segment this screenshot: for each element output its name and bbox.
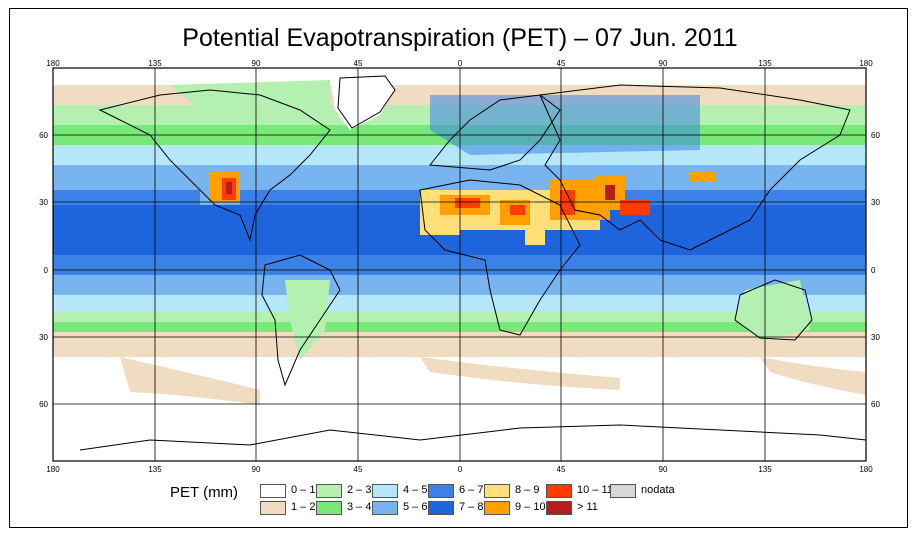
hotspot-sw-usa [200, 165, 240, 205]
lon-tick-label: 0 [458, 465, 463, 474]
lon-tick-label: 180 [859, 465, 873, 474]
legend-swatch [610, 484, 636, 498]
lon-tick-label: 135 [148, 59, 162, 68]
legend-swatch [316, 484, 342, 498]
lat-tick-label: 30 [871, 198, 880, 207]
legend-swatch [260, 484, 286, 498]
lon-tick-label: 180 [859, 59, 873, 68]
lon-tick-label: 90 [659, 59, 668, 68]
lat-tick-label: 60 [39, 400, 48, 409]
legend-item-label: 3 – 4 [347, 501, 372, 513]
legend-swatch [484, 484, 510, 498]
legend-swatch [428, 484, 454, 498]
legend-item-label: 0 – 1 [291, 484, 316, 496]
lat-tick-label: 0 [871, 266, 876, 275]
legend-swatch [316, 501, 342, 515]
lat-ticks-right: 60 30 0 30 60 [871, 131, 880, 409]
lon-tick-label: 45 [557, 59, 566, 68]
lon-tick-label: 90 [252, 465, 261, 474]
legend-item-label: 8 – 9 [515, 484, 540, 496]
lon-tick-label: 45 [557, 465, 566, 474]
figure-frame [9, 8, 908, 528]
lon-tick-label: 180 [46, 465, 60, 474]
lon-ticks-bottom: 180 135 90 45 0 45 90 135 180 [46, 465, 873, 474]
lat-tick-label: 0 [44, 266, 49, 275]
legend-item-label: 9 – 10 [515, 501, 546, 513]
lat-ticks-left: 60 30 0 30 60 [39, 131, 48, 409]
legend-swatch [428, 501, 454, 515]
hotspot-sahara [420, 172, 715, 245]
lon-tick-label: 90 [659, 465, 668, 474]
legend-item-label: 10 – 11 [577, 484, 613, 496]
map-border [52, 67, 867, 462]
lon-tick-label: 0 [458, 59, 463, 68]
legend-item-label: nodata [641, 484, 675, 496]
lon-ticks-top: 180 135 90 45 0 45 90 135 180 [46, 59, 873, 68]
lon-tick-label: 45 [354, 59, 363, 68]
lon-tick-label: 180 [46, 59, 60, 68]
lat-tick-label: 60 [871, 400, 880, 409]
lat-tick-label: 30 [39, 198, 48, 207]
lat-tick-label: 60 [871, 131, 880, 140]
graticule [53, 68, 866, 461]
lon-tick-label: 135 [148, 465, 162, 474]
legend-swatch [372, 484, 398, 498]
lon-tick-label: 135 [758, 59, 772, 68]
legend-item-label: 6 – 7 [459, 484, 484, 496]
map-title: Potential Evapotranspiration (PET) – 07 … [182, 24, 738, 52]
legend-item-label: 7 – 8 [459, 501, 484, 513]
legend-item-label: 5 – 6 [403, 501, 428, 513]
lat-tick-label: 30 [39, 333, 48, 342]
lon-tick-label: 90 [252, 59, 261, 68]
lon-tick-label: 45 [354, 465, 363, 474]
legend-label: PET (mm) [170, 484, 239, 501]
lat-tick-label: 60 [39, 131, 48, 140]
pet-field [53, 68, 866, 461]
legend-swatch [260, 501, 286, 515]
legend-swatch [484, 501, 510, 515]
legend-swatch [546, 484, 572, 498]
legend-item-label: 4 – 5 [403, 484, 428, 496]
legend-item-label: 1 – 2 [291, 501, 316, 513]
band-3-4-south [53, 322, 866, 332]
band-1-2-south [53, 332, 866, 357]
coastlines [79, 75, 867, 451]
legend-item-label: 2 – 3 [347, 484, 372, 496]
legend-swatch [546, 501, 572, 515]
lon-tick-label: 135 [758, 465, 772, 474]
legend-swatch [372, 501, 398, 515]
legend-item-label: > 11 [577, 501, 598, 513]
lat-tick-label: 30 [871, 333, 880, 342]
